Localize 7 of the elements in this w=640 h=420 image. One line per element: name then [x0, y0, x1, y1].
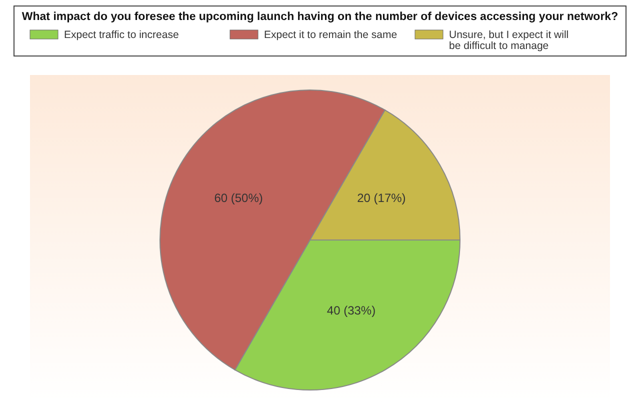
legend-label: Expect it to remain the same	[264, 29, 398, 41]
data-label: 60 (50%)	[214, 190, 263, 205]
chart-title: What impact do you foresee the upcoming launch having on the number of devices accessing your network?	[22, 11, 618, 23]
data-label: 40 (33%)	[326, 304, 376, 318]
legend-label: Expect traffic to increase	[64, 29, 179, 41]
legend-label: Unsure, but I expect it will be difficult to manage	[449, 29, 569, 52]
data-label: 20 (17%)	[357, 190, 406, 205]
